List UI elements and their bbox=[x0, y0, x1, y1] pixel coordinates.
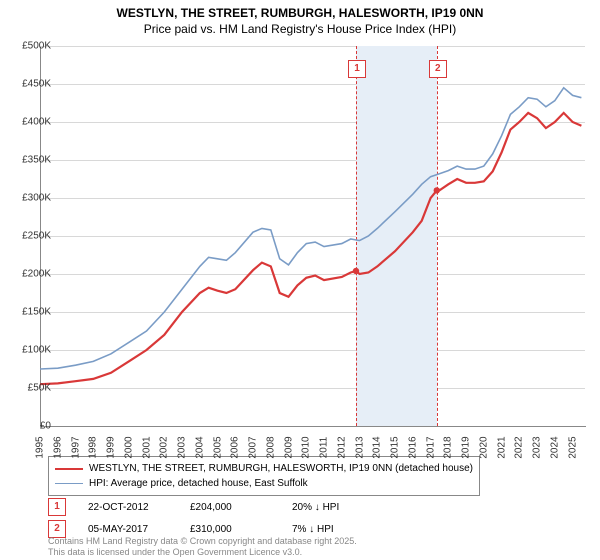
sales-price: £204,000 bbox=[190, 502, 270, 513]
x-axis-label: 2000 bbox=[123, 436, 134, 458]
sales-delta: 20% ↓ HPI bbox=[292, 502, 372, 513]
x-axis-label: 2015 bbox=[390, 436, 401, 458]
y-axis-label: £100K bbox=[22, 345, 51, 356]
y-axis-label: £300K bbox=[22, 193, 51, 204]
y-axis-label: £150K bbox=[22, 307, 51, 318]
x-axis-label: 1998 bbox=[88, 436, 99, 458]
title-line-2: Price paid vs. HM Land Registry's House … bbox=[0, 22, 600, 38]
x-axis-label: 2020 bbox=[478, 436, 489, 458]
footer-line-2: This data is licensed under the Open Gov… bbox=[48, 547, 357, 558]
series-hpi bbox=[40, 88, 581, 369]
x-axis-label: 2024 bbox=[549, 436, 560, 458]
x-axis-label: 1995 bbox=[35, 436, 46, 458]
x-axis-label: 2019 bbox=[461, 436, 472, 458]
chart-title: WESTLYN, THE STREET, RUMBURGH, HALESWORT… bbox=[0, 0, 600, 37]
y-axis-label: £500K bbox=[22, 41, 51, 52]
sale-marker bbox=[353, 268, 359, 274]
sales-table: 1 22-OCT-2012 £204,000 20% ↓ HPI 2 05-MAY-201… bbox=[48, 498, 372, 542]
x-axis-label: 2008 bbox=[265, 436, 276, 458]
y-axis-label: £450K bbox=[22, 79, 51, 90]
y-axis-label: £250K bbox=[22, 231, 51, 242]
sales-flag: 2 bbox=[48, 520, 66, 538]
y-axis-label: £50K bbox=[28, 383, 51, 394]
x-axis-label: 2009 bbox=[283, 436, 294, 458]
x-axis-label: 2013 bbox=[354, 436, 365, 458]
x-axis-label: 2010 bbox=[301, 436, 312, 458]
x-axis-label: 1996 bbox=[52, 436, 63, 458]
x-axis-label: 2001 bbox=[141, 436, 152, 458]
x-axis-label: 2023 bbox=[532, 436, 543, 458]
footer-attribution: Contains HM Land Registry data © Crown c… bbox=[48, 536, 357, 558]
sale-flag-2: 2 bbox=[429, 60, 447, 78]
x-axis-label: 2005 bbox=[212, 436, 223, 458]
chart-area: 12 bbox=[40, 46, 585, 426]
legend-label: WESTLYN, THE STREET, RUMBURGH, HALESWORT… bbox=[89, 461, 473, 476]
sales-row: 1 22-OCT-2012 £204,000 20% ↓ HPI bbox=[48, 498, 372, 516]
y-axis-label: £200K bbox=[22, 269, 51, 280]
y-axis-label: £0 bbox=[40, 421, 51, 432]
x-axis-label: 2018 bbox=[443, 436, 454, 458]
x-axis-label: 2003 bbox=[177, 436, 188, 458]
sale-marker bbox=[434, 187, 440, 193]
legend-swatch bbox=[55, 483, 83, 484]
x-axis-label: 1997 bbox=[70, 436, 81, 458]
title-line-1: WESTLYN, THE STREET, RUMBURGH, HALESWORT… bbox=[0, 6, 600, 22]
sales-price: £310,000 bbox=[190, 524, 270, 535]
x-axis-label: 2007 bbox=[248, 436, 259, 458]
x-axis-label: 2016 bbox=[407, 436, 418, 458]
x-axis-label: 2014 bbox=[372, 436, 383, 458]
footer-line-1: Contains HM Land Registry data © Crown c… bbox=[48, 536, 357, 547]
legend-label: HPI: Average price, detached house, East… bbox=[89, 476, 308, 491]
x-axis-label: 2004 bbox=[194, 436, 205, 458]
y-axis-label: £350K bbox=[22, 155, 51, 166]
x-axis-label: 2012 bbox=[336, 436, 347, 458]
x-axis-label: 2017 bbox=[425, 436, 436, 458]
sales-row: 2 05-MAY-2017 £310,000 7% ↓ HPI bbox=[48, 520, 372, 538]
sales-flag: 1 bbox=[48, 498, 66, 516]
legend: WESTLYN, THE STREET, RUMBURGH, HALESWORT… bbox=[48, 456, 480, 496]
series-price_paid bbox=[40, 113, 581, 384]
x-axis-label: 2006 bbox=[230, 436, 241, 458]
sales-date: 05-MAY-2017 bbox=[88, 524, 168, 535]
legend-swatch bbox=[55, 468, 83, 470]
chart-lines bbox=[40, 46, 585, 426]
y-axis-label: £400K bbox=[22, 117, 51, 128]
legend-item: WESTLYN, THE STREET, RUMBURGH, HALESWORT… bbox=[55, 461, 473, 476]
sale-flag-1: 1 bbox=[348, 60, 366, 78]
x-axis-label: 2002 bbox=[159, 436, 170, 458]
x-axis-label: 2011 bbox=[319, 437, 330, 459]
sales-date: 22-OCT-2012 bbox=[88, 502, 168, 513]
x-axis-label: 2021 bbox=[496, 436, 507, 458]
x-axis-label: 2025 bbox=[567, 436, 578, 458]
sales-delta: 7% ↓ HPI bbox=[292, 524, 372, 535]
x-axis-label: 1999 bbox=[106, 436, 117, 458]
x-axis-label: 2022 bbox=[514, 436, 525, 458]
chart-container: WESTLYN, THE STREET, RUMBURGH, HALESWORT… bbox=[0, 0, 600, 560]
legend-item: HPI: Average price, detached house, East… bbox=[55, 476, 473, 491]
